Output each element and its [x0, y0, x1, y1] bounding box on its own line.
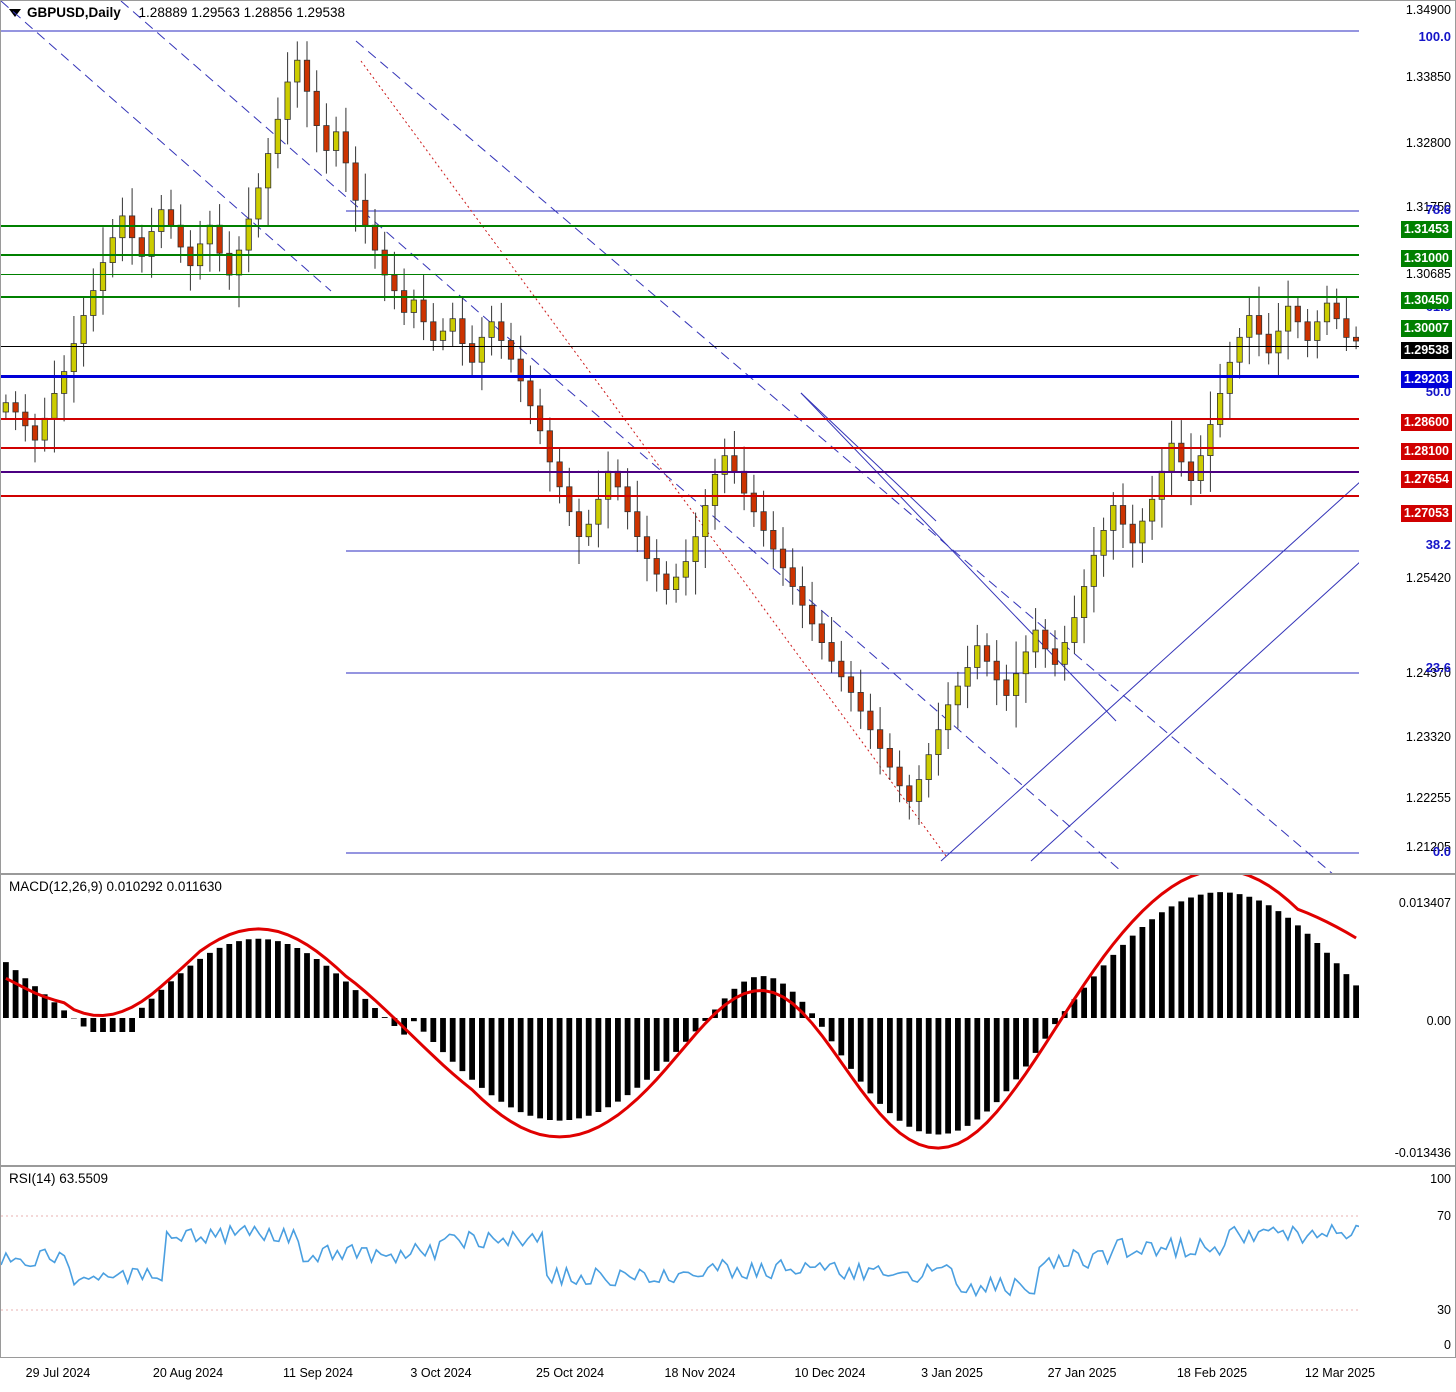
fib-label-236: 23.6 — [1425, 660, 1451, 675]
price-tick: 1.24370 — [1405, 666, 1451, 680]
price-tag-129538: 1.29538 — [1400, 342, 1452, 359]
rsi-panel: RSI(14) 63.5509 100 70 30 0 — [0, 1166, 1456, 1358]
time-label: 10 Dec 2024 — [794, 1366, 866, 1380]
time-label: 25 Oct 2024 — [535, 1366, 605, 1380]
rsi-axis: 100 70 30 0 — [1359, 1167, 1455, 1357]
time-label: 12 Mar 2025 — [1304, 1366, 1376, 1380]
rsi-tick-30: 30 — [1437, 1303, 1451, 1317]
time-axis: 29 Jul 2024 20 Aug 2024 11 Sep 2024 3 Oc… — [0, 1358, 1456, 1392]
macd-tick-min: -0.013436 — [1394, 1146, 1451, 1160]
symbol-label: GBPUSD,Daily — [27, 5, 121, 20]
price-tag-130450: 1.30450 — [1400, 292, 1452, 309]
macd-tick-max: 0.013407 — [1398, 896, 1451, 910]
time-label: 18 Nov 2024 — [664, 1366, 736, 1380]
price-tag-127053: 1.27053 — [1400, 505, 1452, 522]
sr-line-128100 — [1, 447, 1359, 449]
macd-axis: 0.013407 0.00 -0.013436 — [1359, 875, 1455, 1165]
rsi-tick-100: 100 — [1430, 1172, 1451, 1186]
sr-line-131453 — [1, 225, 1359, 227]
time-label: 3 Oct 2024 — [410, 1366, 472, 1380]
fib-label-50: 50.0 — [1425, 384, 1451, 399]
ohlc-values: 1.28889 1.29563 1.28856 1.29538 — [138, 5, 345, 20]
price-tick: 1.34900 — [1405, 3, 1451, 17]
price-panel-header: GBPUSD,Daily 1.28889 1.29563 1.28856 1.2… — [27, 5, 345, 20]
rsi-plot — [1, 1167, 1359, 1357]
time-label: 3 Jan 2025 — [921, 1366, 983, 1380]
time-label: 27 Jan 2025 — [1047, 1366, 1117, 1380]
price-tick: 1.21205 — [1405, 840, 1451, 854]
macd-plot — [1, 875, 1359, 1165]
price-tick: 1.25420 — [1405, 571, 1451, 585]
rsi-title: RSI(14) 63.5509 — [9, 1171, 109, 1186]
price-axis: 1.34900 1.33850 1.32800 1.31750 1.30685 … — [1359, 1, 1455, 873]
fib-label-786: 78.6 — [1425, 202, 1451, 217]
sr-line-129538 — [1, 346, 1359, 347]
sr-line-128600 — [1, 418, 1359, 420]
price-tick: 1.32800 — [1405, 136, 1451, 150]
price-tag-127654: 1.27654 — [1400, 471, 1452, 488]
sr-line-fib50 — [1, 471, 1359, 473]
rsi-tick-0: 0 — [1444, 1338, 1451, 1352]
time-label: 29 Jul 2024 — [25, 1366, 91, 1380]
sr-line-130685 — [1, 274, 1359, 275]
price-tick: 1.31750 — [1405, 200, 1451, 214]
sr-line-129203 — [1, 375, 1359, 378]
price-tag-131000: 1.31000 — [1400, 250, 1452, 267]
price-tag-128600: 1.28600 — [1400, 414, 1452, 431]
price-tick: 1.33850 — [1405, 70, 1451, 84]
price-plot — [1, 1, 1359, 873]
price-tick: 1.22255 — [1405, 791, 1451, 805]
sr-line-127053 — [1, 495, 1359, 497]
time-label: 11 Sep 2024 — [283, 1366, 353, 1380]
price-tag-131453: 1.31453 — [1400, 221, 1452, 238]
macd-chart-svg — [3, 875, 1359, 1150]
price-tick: 1.30685 — [1405, 267, 1451, 281]
price-tag-130007: 1.30007 — [1400, 320, 1452, 337]
rsi-tick-70: 70 — [1437, 1209, 1451, 1223]
sr-line-131000 — [1, 254, 1359, 256]
macd-panel: MACD(12,26,9) 0.010292 0.011630 0.013407… — [0, 874, 1456, 1166]
macd-title: MACD(12,26,9) 0.010292 0.011630 — [9, 879, 222, 894]
time-label: 18 Feb 2025 — [1176, 1366, 1248, 1380]
price-panel: GBPUSD,Daily 1.28889 1.29563 1.28856 1.2… — [0, 0, 1456, 874]
rsi-chart-svg — [1, 1215, 1359, 1311]
fib-label-100: 100.0 — [1418, 29, 1451, 44]
fib-label-382: 38.2 — [1425, 537, 1451, 552]
fib-label-0: 0.0 — [1432, 844, 1451, 859]
price-tag-128100: 1.28100 — [1400, 443, 1452, 460]
price-chart-svg — [1, 1, 1359, 873]
time-label: 20 Aug 2024 — [152, 1366, 224, 1380]
price-tick: 1.23320 — [1405, 730, 1451, 744]
macd-tick-zero: 0.00 — [1426, 1014, 1451, 1028]
sr-line-130450 — [1, 296, 1359, 298]
price-tag-129203: 1.29203 — [1400, 371, 1452, 388]
